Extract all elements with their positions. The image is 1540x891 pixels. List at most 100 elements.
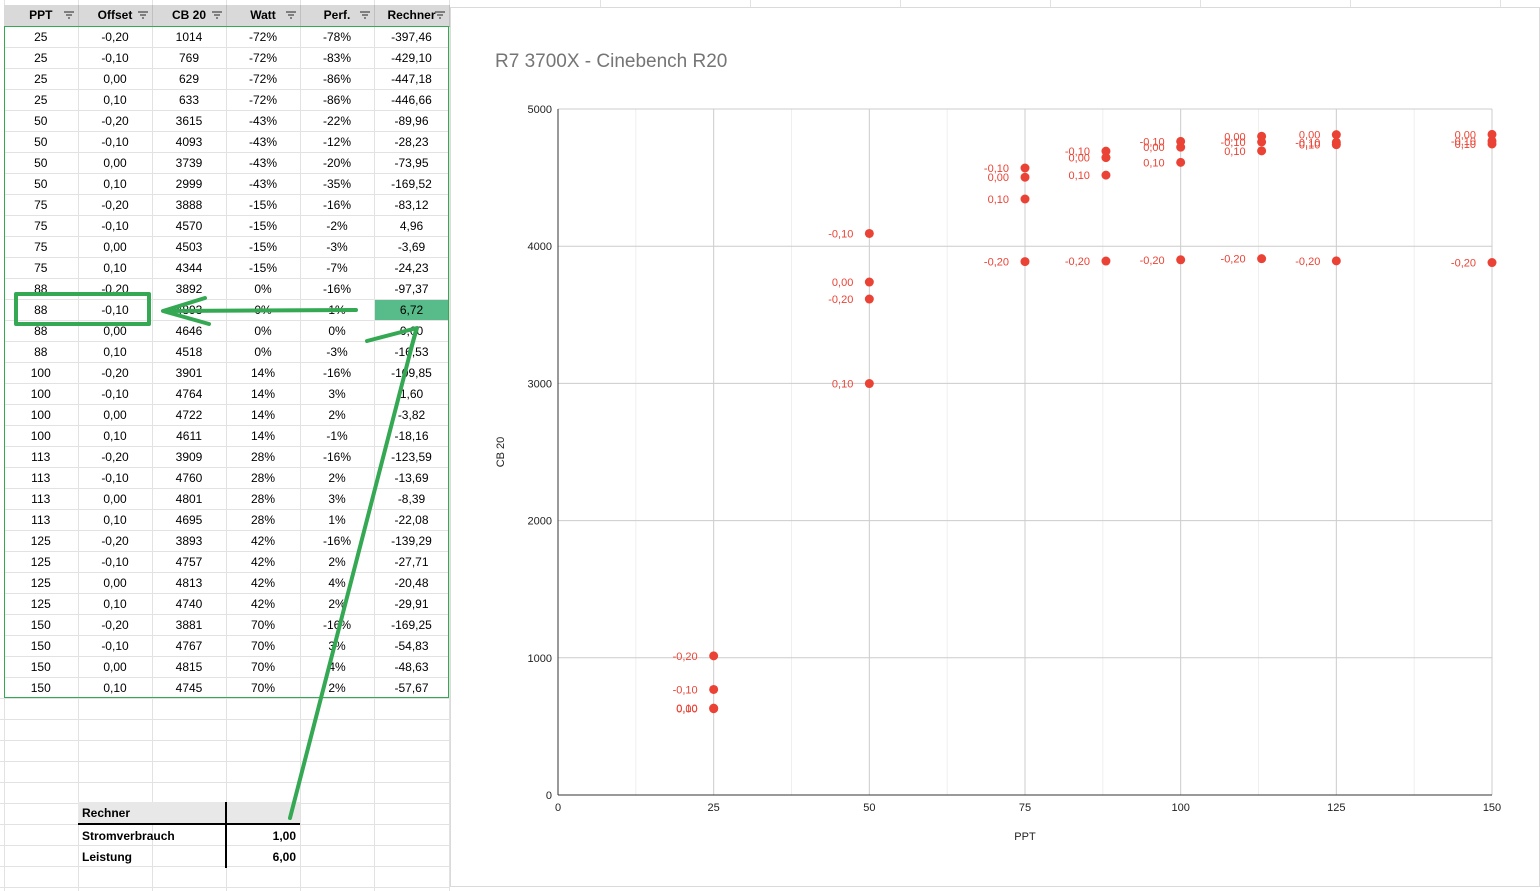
table-cell[interactable]: -0,10 <box>78 215 153 237</box>
table-cell[interactable]: -0,20 <box>78 194 153 216</box>
table-cell[interactable]: 4740 <box>152 593 227 615</box>
table-cell[interactable]: 4611 <box>152 425 227 447</box>
column-header[interactable]: CB 20 <box>152 5 227 27</box>
table-cell[interactable]: 4764 <box>152 383 227 405</box>
table-cell[interactable]: 125 <box>4 572 79 594</box>
table-cell[interactable]: -12% <box>300 131 375 153</box>
table-cell[interactable]: 1014 <box>152 26 227 48</box>
table-cell[interactable]: 50 <box>4 173 79 195</box>
table-cell[interactable]: 0% <box>226 320 301 342</box>
table-cell[interactable]: 113 <box>4 467 79 489</box>
table-cell[interactable]: -15% <box>226 215 301 237</box>
table-cell[interactable]: -35% <box>300 173 375 195</box>
table-cell[interactable]: -16% <box>300 362 375 384</box>
table-cell[interactable]: 3% <box>300 488 375 510</box>
filter-icon[interactable] <box>359 11 370 20</box>
table-cell[interactable]: 4518 <box>152 341 227 363</box>
calculator-value-stromverbrauch[interactable]: 1,00 <box>272 828 296 843</box>
table-cell[interactable]: 28% <box>226 509 301 531</box>
table-cell[interactable]: 42% <box>226 551 301 573</box>
table-cell[interactable]: 113 <box>4 488 79 510</box>
table-cell[interactable]: 25 <box>4 26 79 48</box>
column-header[interactable]: Watt <box>226 5 301 27</box>
table-cell[interactable]: -0,20 <box>78 530 153 552</box>
table-cell[interactable]: 0,10 <box>78 89 153 111</box>
table-cell[interactable]: -429,10 <box>374 47 450 69</box>
table-cell[interactable]: -0,10 <box>78 299 153 321</box>
table-cell[interactable]: -48,63 <box>374 656 450 678</box>
table-cell[interactable]: -72% <box>226 26 301 48</box>
table-cell[interactable]: 50 <box>4 110 79 132</box>
table-cell[interactable]: 0% <box>300 320 375 342</box>
table-cell[interactable]: -20,48 <box>374 572 450 594</box>
table-cell[interactable]: 4815 <box>152 656 227 678</box>
table-cell[interactable]: -15% <box>226 236 301 258</box>
table-cell[interactable]: -22,08 <box>374 509 450 531</box>
table-cell[interactable]: -83% <box>300 47 375 69</box>
table-cell[interactable]: -16,53 <box>374 341 450 363</box>
table-cell[interactable]: 2% <box>300 551 375 573</box>
table-cell[interactable]: 0,10 <box>78 677 153 699</box>
calculator-label-leistung[interactable]: Leistung <box>78 846 227 868</box>
table-cell[interactable]: 75 <box>4 215 79 237</box>
table-cell[interactable]: 2% <box>300 467 375 489</box>
table-cell[interactable]: 4760 <box>152 467 227 489</box>
table-cell[interactable]: -169,25 <box>374 614 450 636</box>
table-cell[interactable]: 3% <box>300 635 375 657</box>
table-cell[interactable]: -0,10 <box>78 131 153 153</box>
table-cell[interactable]: -8,39 <box>374 488 450 510</box>
table-cell[interactable]: 4801 <box>152 488 227 510</box>
table-cell[interactable]: -3% <box>300 236 375 258</box>
table-cell[interactable]: 2% <box>300 593 375 615</box>
table-cell[interactable]: 0% <box>226 278 301 300</box>
table-cell[interactable]: -78% <box>300 26 375 48</box>
table-cell[interactable]: -28,23 <box>374 131 450 153</box>
table-cell[interactable]: 100 <box>4 383 79 405</box>
table-cell[interactable]: 4767 <box>152 635 227 657</box>
table-cell[interactable]: 42% <box>226 530 301 552</box>
table-cell[interactable]: 4813 <box>152 572 227 594</box>
table-cell[interactable]: 633 <box>152 89 227 111</box>
table-cell[interactable]: 150 <box>4 635 79 657</box>
table-cell[interactable]: -97,37 <box>374 278 450 300</box>
table-cell[interactable]: -139,29 <box>374 530 450 552</box>
table-cell[interactable]: 0,10 <box>78 425 153 447</box>
table-cell[interactable]: 2% <box>300 404 375 426</box>
table-cell[interactable]: -109,85 <box>374 362 450 384</box>
table-cell[interactable]: 4% <box>300 656 375 678</box>
calculator-title[interactable]: Rechner <box>78 802 227 825</box>
table-cell[interactable]: -18,16 <box>374 425 450 447</box>
filter-icon[interactable] <box>137 11 148 20</box>
table-cell[interactable]: 2999 <box>152 173 227 195</box>
table-cell[interactable]: 4646 <box>152 320 227 342</box>
table-cell[interactable]: 0,00 <box>78 572 153 594</box>
table-cell[interactable]: -54,83 <box>374 635 450 657</box>
table-cell[interactable]: -13,69 <box>374 467 450 489</box>
table-cell[interactable]: -3,69 <box>374 236 450 258</box>
table-cell[interactable]: 0% <box>226 341 301 363</box>
table-cell[interactable]: 1% <box>300 509 375 531</box>
table-cell[interactable]: 769 <box>152 47 227 69</box>
table-cell[interactable]: 1,60 <box>374 383 450 405</box>
table-cell[interactable]: -0,20 <box>78 26 153 48</box>
table-cell[interactable]: 125 <box>4 551 79 573</box>
column-header[interactable]: Offset <box>78 5 153 27</box>
table-cell[interactable]: -16% <box>300 194 375 216</box>
table-cell[interactable]: 75 <box>4 257 79 279</box>
table-cell[interactable]: 3615 <box>152 110 227 132</box>
table-cell[interactable]: 28% <box>226 467 301 489</box>
table-cell[interactable]: 100 <box>4 425 79 447</box>
table-cell[interactable]: 14% <box>226 362 301 384</box>
table-cell[interactable]: -16% <box>300 446 375 468</box>
column-header[interactable]: Perf. <box>300 5 375 27</box>
table-cell[interactable]: 0,00 <box>78 236 153 258</box>
table-cell[interactable]: 113 <box>4 446 79 468</box>
table-cell[interactable]: -0,20 <box>78 614 153 636</box>
table-cell[interactable]: 3881 <box>152 614 227 636</box>
table-cell[interactable]: 42% <box>226 593 301 615</box>
table-cell[interactable]: 3888 <box>152 194 227 216</box>
filter-icon[interactable] <box>285 11 296 20</box>
table-cell[interactable]: -0,10 <box>78 47 153 69</box>
table-cell[interactable]: 4,96 <box>374 215 450 237</box>
table-cell[interactable]: 0,00 <box>78 68 153 90</box>
